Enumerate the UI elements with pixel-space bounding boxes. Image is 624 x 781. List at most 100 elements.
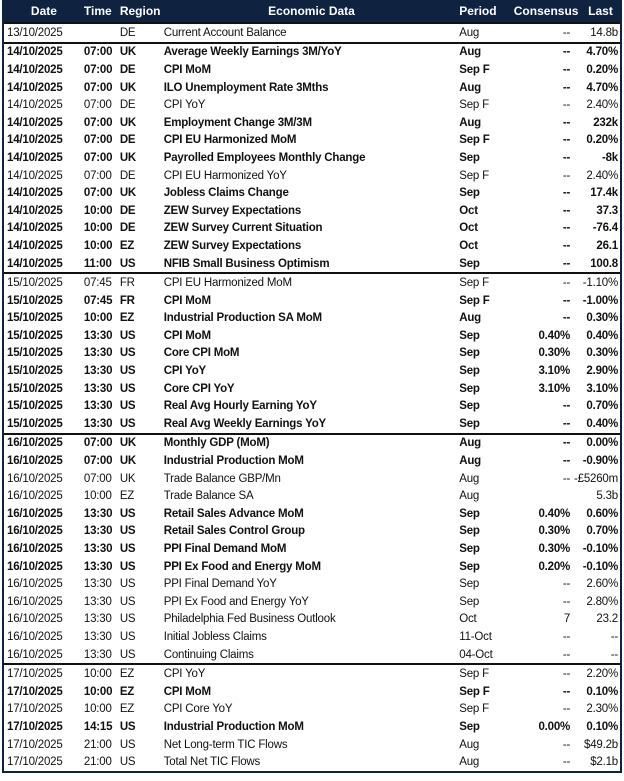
cell-name: Initial Jobless Claims (163, 630, 267, 643)
table-row: 14/10/2025 07:00 UK ILO Unemployment Rate 3… (4, 79, 620, 97)
cell-time: 07:00 (83, 134, 113, 147)
cell-name: CPI EU Harmonized YoY (163, 169, 287, 182)
table-row: 16/10/2025 07:00 UK Industrial Production M… (4, 452, 620, 470)
cell-period: Sep (459, 543, 480, 556)
table-row: 16/10/2025 13:30 US Continuing Claims 04-Oct… (4, 646, 620, 664)
cell-time: 13:30 (83, 648, 112, 661)
cell-consensus: -- (562, 151, 571, 164)
cell-region: US (119, 738, 136, 751)
cell-consensus: -- (562, 99, 571, 112)
cell-consensus: 0.30% (538, 543, 571, 556)
table-body: 13/10/2025 DE Current Account Balance Aug --… (4, 22, 620, 771)
cell-consensus: -- (562, 703, 571, 716)
cell-period: Sep (459, 578, 480, 591)
cell-date: 16/10/2025 (7, 543, 63, 556)
cell-time: 13:30 (83, 507, 113, 520)
table-row: 14/10/2025 11:00 US NFIB Small Business Opt… (4, 255, 620, 273)
cell-consensus: -- (562, 400, 571, 413)
cell-period: Sep (459, 525, 480, 538)
cell-region: UK (119, 187, 137, 200)
cell-period: Sep (459, 560, 480, 573)
cell-period: Oct (459, 222, 478, 235)
cell-time: 13:30 (83, 525, 113, 538)
cell-last: 2.80% (586, 595, 618, 608)
cell-period: Sep F (459, 703, 489, 716)
cell-consensus: 0.30% (538, 525, 571, 538)
cell-time: 21:00 (83, 756, 112, 769)
cell-date: 14/10/2025 (7, 239, 63, 252)
cell-region: DE (119, 99, 136, 112)
cell-consensus: -- (562, 648, 571, 661)
cell-region: UK (119, 116, 137, 129)
cell-name: Industrial Production MoM (163, 455, 304, 468)
cell-period: Sep (459, 400, 480, 413)
table-row: 15/10/2025 07:45 FR CPI MoM Sep F -- -1.00% (4, 292, 620, 310)
cell-time: 13:30 (83, 417, 113, 430)
cell-region: US (119, 347, 136, 360)
cell-period: Sep F (459, 63, 490, 76)
cell-period: Sep F (459, 277, 489, 290)
cell-date: 15/10/2025 (7, 365, 63, 378)
cell-last: 2.30% (586, 703, 618, 716)
cell-period: Sep F (459, 668, 489, 681)
header-period: Period (459, 4, 497, 18)
cell-period: Sep (459, 507, 480, 520)
cell-last: 0.60% (586, 507, 618, 520)
cell-last: 0.40% (586, 417, 618, 430)
table-row: 14/10/2025 07:00 UK Average Weekly Earnings… (4, 44, 620, 62)
cell-date: 16/10/2025 (7, 648, 63, 661)
cell-time: 13:30 (83, 347, 113, 360)
cell-region: US (119, 417, 136, 430)
table-row: 16/10/2025 13:30 US PPI Ex Food and Energy … (4, 558, 620, 576)
cell-time: 13:30 (83, 595, 112, 608)
cell-region: US (119, 525, 136, 538)
cell-name: Trade Balance GBP/Mn (163, 472, 281, 485)
cell-region: UK (119, 472, 136, 485)
cell-time: 10:00 (83, 239, 113, 252)
table-row: 15/10/2025 13:30 US Core CPI MoM Sep 0.30% 0.3… (4, 345, 620, 363)
cell-date: 14/10/2025 (7, 187, 63, 200)
cell-last: $49.2b (584, 738, 618, 751)
cell-time: 10:00 (83, 312, 113, 325)
cell-region: US (119, 578, 136, 591)
cell-consensus: -- (562, 455, 571, 468)
table-row: 14/10/2025 10:00 EZ ZEW Survey Expectations… (4, 237, 620, 255)
cell-date: 15/10/2025 (7, 417, 63, 430)
cell-date: 14/10/2025 (7, 169, 63, 182)
cell-last: -- (610, 648, 618, 661)
cell-name: Trade Balance SA (163, 490, 254, 503)
cell-date: 16/10/2025 (7, 578, 63, 591)
cell-time: 14:15 (83, 720, 113, 733)
cell-name: Payrolled Employees Monthly Change (163, 151, 366, 164)
table-row: 14/10/2025 07:00 UK Employment Change 3M/3M… (4, 114, 620, 132)
cell-last: 2.40% (586, 99, 618, 112)
cell-last: 2.20% (586, 668, 618, 681)
header-time: Time (83, 4, 112, 18)
cell-last: 0.70% (586, 400, 618, 413)
cell-region: DE (119, 169, 136, 182)
cell-consensus: -- (562, 738, 571, 751)
cell-region: UK (119, 81, 137, 94)
cell-date: 14/10/2025 (7, 151, 63, 164)
cell-time: 10:00 (83, 222, 113, 235)
cell-period: Aug (459, 26, 480, 39)
cell-region: DE (119, 26, 136, 39)
table-row: 15/10/2025 13:30 US Real Avg Hourly Earning… (4, 397, 620, 415)
cell-period: Oct (459, 239, 478, 252)
cell-period: Sep (459, 329, 480, 342)
cell-name: CPI YoY (163, 668, 206, 681)
cell-period: Sep (459, 417, 480, 430)
cell-time: 13:30 (83, 329, 113, 342)
cell-region: EZ (119, 490, 135, 503)
cell-last: -0.10% (582, 560, 618, 573)
date-group: 15/10/2025 07:45 FR CPI EU Harmonized MoM Se… (4, 272, 620, 432)
cell-last: 2.60% (586, 578, 618, 591)
cell-consensus: -- (562, 685, 571, 698)
cell-period: 04-Oct (459, 648, 493, 661)
cell-consensus: -- (562, 756, 571, 769)
cell-time: 13:30 (83, 365, 113, 378)
cell-time: 21:00 (83, 738, 112, 751)
table-row: 16/10/2025 10:00 EZ Trade Balance SA Aug 5.3b (4, 487, 620, 505)
cell-name: ZEW Survey Expectations (163, 204, 302, 217)
